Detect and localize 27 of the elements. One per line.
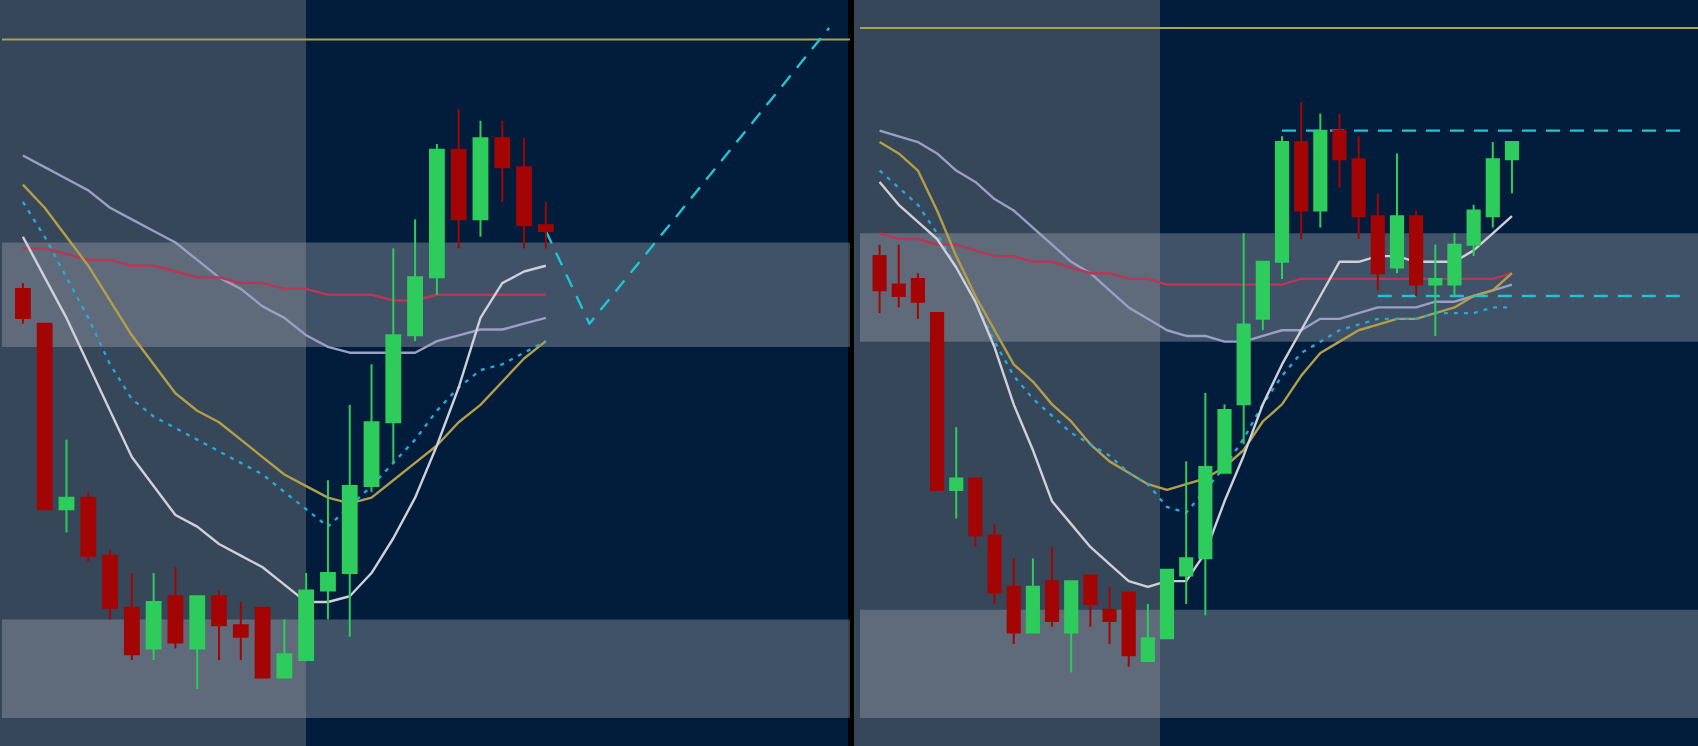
- candlestick: [1447, 232, 1462, 298]
- candlestick: [494, 119, 511, 203]
- candlestick: [1044, 545, 1060, 628]
- candlestick: [891, 243, 906, 309]
- candlestick: [1179, 460, 1194, 605]
- candlestick: [949, 426, 964, 520]
- candlestick: [145, 572, 162, 662]
- candlestick: [1006, 557, 1021, 645]
- candlestick: [1140, 602, 1155, 662]
- candlestick: [58, 438, 75, 534]
- candlestick: [211, 589, 227, 662]
- candlestick: [1102, 585, 1117, 645]
- candlestick: [1466, 203, 1481, 258]
- candlestick: [1025, 557, 1040, 634]
- candlestick: [1083, 574, 1098, 628]
- candlestick: [537, 200, 554, 250]
- candlestick: [232, 601, 249, 662]
- candlestick: [123, 572, 140, 662]
- candlestick: [872, 243, 887, 315]
- candlestick: [910, 272, 925, 320]
- candlestick: [1332, 112, 1347, 189]
- candlestick: [276, 618, 293, 679]
- candlestick: [1428, 243, 1443, 337]
- candlestick: [14, 282, 31, 325]
- candlestick: [1504, 141, 1520, 195]
- candlestick: [320, 479, 336, 621]
- candlestick: [167, 566, 184, 650]
